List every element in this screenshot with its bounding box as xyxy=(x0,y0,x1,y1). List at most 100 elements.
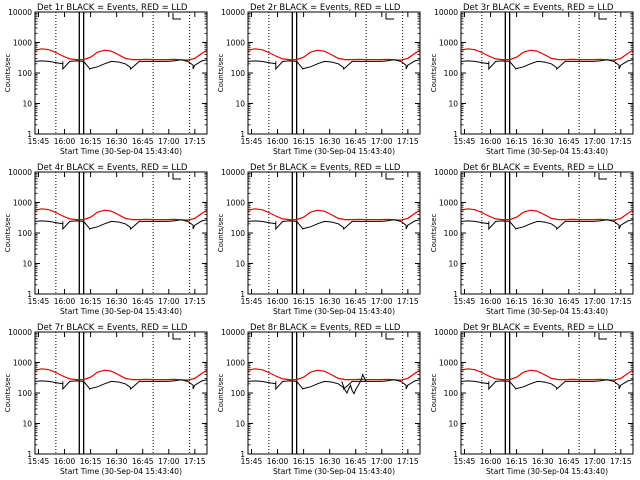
x-tick-label: 15:45 xyxy=(454,297,476,306)
y-tick-label: 1000 xyxy=(13,199,32,208)
series-events-line xyxy=(34,219,208,231)
x-tick-label: 15:45 xyxy=(241,297,263,306)
y-tick-label: 100 xyxy=(18,389,33,398)
y-tick-label: 100 xyxy=(18,229,33,238)
y-tick-label: 1 xyxy=(27,130,32,139)
x-tick-label: 16:15 xyxy=(80,297,102,306)
x-tick-label: 16:45 xyxy=(132,297,154,306)
x-tick-label: 17:15 xyxy=(397,297,419,306)
x-tick-label: 16:30 xyxy=(532,137,554,146)
series-lld-line xyxy=(460,368,634,381)
series-lld-line xyxy=(34,208,208,221)
plot-frame xyxy=(34,171,208,295)
plot-frame xyxy=(247,11,421,135)
x-tick-label: 17:00 xyxy=(584,137,606,146)
panel-det-8: Det 8r BLACK = Events, RED = LLD 1 10 100 10… xyxy=(217,323,421,476)
y-axis-label: Counts/sec xyxy=(217,54,225,93)
legend-marker xyxy=(385,13,394,20)
y-tick-label: 10000 xyxy=(434,8,458,17)
y-tick-label: 1000 xyxy=(439,359,458,368)
y-tick-label: 100 xyxy=(444,389,459,398)
x-tick-label: 16:00 xyxy=(267,457,289,466)
y-axis-label: Counts/sec xyxy=(4,214,12,253)
x-tick-label: 16:30 xyxy=(319,297,341,306)
x-axis-label: Start Time (30-Sep-04 15:43:40) xyxy=(486,467,608,476)
series-lld-line xyxy=(460,208,634,221)
y-tick-label: 10 xyxy=(22,100,32,109)
y-axis-label: Counts/sec xyxy=(217,214,225,253)
x-tick-label: 15:45 xyxy=(241,457,263,466)
x-axis-label: Start Time (30-Sep-04 15:43:40) xyxy=(60,147,182,156)
x-axis-label: Start Time (30-Sep-04 15:43:40) xyxy=(486,147,608,156)
y-tick-label: 100 xyxy=(231,389,246,398)
x-tick-label: 16:45 xyxy=(558,137,580,146)
y-tick-label: 1000 xyxy=(226,199,245,208)
y-tick-label: 1 xyxy=(240,130,245,139)
x-tick-label: 16:30 xyxy=(532,457,554,466)
x-tick-label: 17:00 xyxy=(371,297,393,306)
x-tick-label: 16:30 xyxy=(319,457,341,466)
panel-title: Det 9r BLACK = Events, RED = LLD xyxy=(463,323,614,333)
legend-marker xyxy=(385,173,394,180)
y-tick-label: 10 xyxy=(235,420,245,429)
y-tick-label: 100 xyxy=(231,69,246,78)
y-tick-label: 1 xyxy=(240,450,245,459)
y-tick-label: 1000 xyxy=(226,359,245,368)
x-tick-label: 16:30 xyxy=(106,297,128,306)
legend-marker xyxy=(598,173,607,180)
y-tick-label: 10 xyxy=(448,260,458,269)
series-events-line xyxy=(34,59,208,71)
x-tick-label: 15:45 xyxy=(241,137,263,146)
y-axis-label: Counts/sec xyxy=(430,214,438,253)
y-tick-label: 1 xyxy=(240,290,245,299)
y-tick-label: 1 xyxy=(27,290,32,299)
x-tick-label: 16:30 xyxy=(106,457,128,466)
x-tick-label: 16:00 xyxy=(267,297,289,306)
series-lld-line xyxy=(34,48,208,61)
x-tick-label: 17:00 xyxy=(371,137,393,146)
legend-marker xyxy=(172,13,181,20)
plot-frame xyxy=(247,171,421,295)
x-tick-label: 16:45 xyxy=(132,137,154,146)
x-tick-label: 16:00 xyxy=(267,137,289,146)
plot-frame xyxy=(460,171,634,295)
y-tick-label: 10 xyxy=(235,260,245,269)
series-events-line xyxy=(34,379,208,391)
series-lld-line xyxy=(460,48,634,61)
x-tick-label: 16:45 xyxy=(132,457,154,466)
x-tick-label: 16:00 xyxy=(54,297,76,306)
panel-title: Det 7r BLACK = Events, RED = LLD xyxy=(37,323,188,333)
x-tick-label: 16:15 xyxy=(506,457,528,466)
series-events-line xyxy=(460,59,634,71)
panel-det-2: Det 2r BLACK = Events, RED = LLD 1 10 100 10… xyxy=(217,3,421,156)
plot-frame xyxy=(247,331,421,455)
y-axis-label: Counts/sec xyxy=(430,54,438,93)
panel-title: Det 3r BLACK = Events, RED = LLD xyxy=(463,3,614,13)
x-tick-label: 16:45 xyxy=(345,137,367,146)
y-tick-label: 10 xyxy=(22,260,32,269)
y-tick-label: 1000 xyxy=(439,39,458,48)
y-tick-label: 10000 xyxy=(221,328,245,337)
x-tick-label: 16:00 xyxy=(480,457,502,466)
y-axis-label: Counts/sec xyxy=(430,374,438,413)
panel-det-3: Det 3r BLACK = Events, RED = LLD 1 10 100 10… xyxy=(430,3,634,156)
plot-frame xyxy=(34,11,208,135)
x-tick-label: 16:15 xyxy=(506,297,528,306)
y-tick-label: 1 xyxy=(27,450,32,459)
x-tick-label: 17:00 xyxy=(584,457,606,466)
y-tick-label: 1 xyxy=(453,290,458,299)
x-tick-label: 17:15 xyxy=(397,137,419,146)
x-tick-label: 17:15 xyxy=(184,137,206,146)
panel-title: Det 6r BLACK = Events, RED = LLD xyxy=(463,163,614,173)
y-axis-label: Counts/sec xyxy=(217,374,225,413)
panel-det-6: Det 6r BLACK = Events, RED = LLD 1 10 100 10… xyxy=(430,163,634,316)
series-lld-line xyxy=(247,208,421,221)
y-tick-label: 10 xyxy=(448,100,458,109)
y-tick-label: 100 xyxy=(18,69,33,78)
y-tick-label: 1000 xyxy=(13,39,32,48)
y-tick-label: 10000 xyxy=(221,8,245,17)
y-tick-label: 10000 xyxy=(8,328,32,337)
y-tick-label: 10000 xyxy=(434,168,458,177)
plot-frame xyxy=(34,331,208,455)
